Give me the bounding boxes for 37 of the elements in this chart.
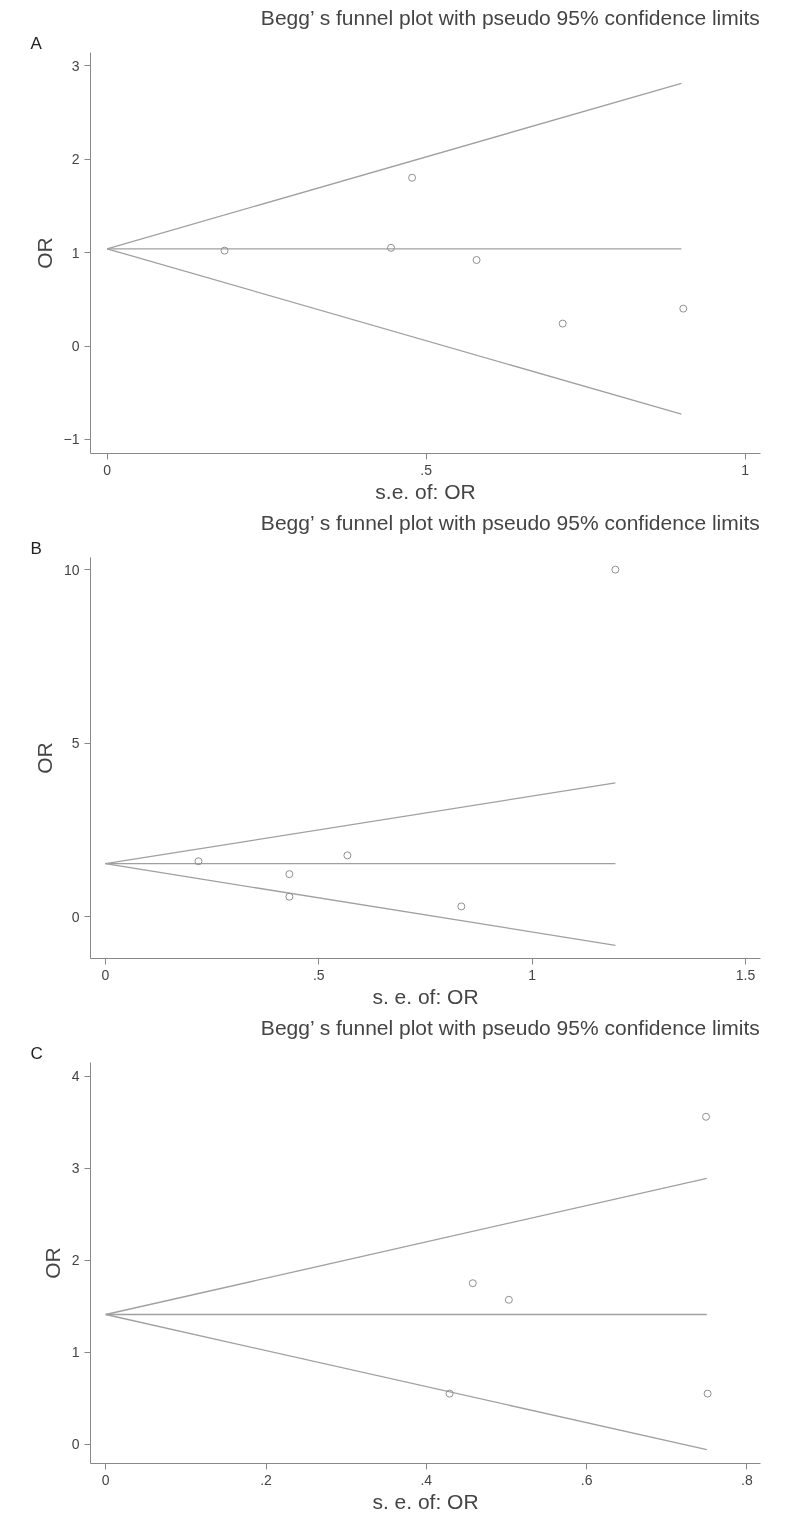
y-tick-label: 1 [71,1344,80,1361]
y-axis-title: OR [32,237,56,269]
y-tick-label: 0 [71,338,80,355]
y-tick-label: 5 [71,735,80,752]
x-tick-label: .6 [580,1471,593,1488]
x-tick-label: .4 [420,1471,433,1488]
x-tick-label: .5 [312,966,325,983]
y-axis-title: OR [32,742,56,774]
y-tick-label: 3 [71,57,80,74]
x-tick-label: 0 [103,461,112,478]
y-tick-label: 10 [63,561,80,578]
text: B [30,538,42,558]
x-tick-label: 1 [528,966,537,983]
y-tick-label: 3 [71,1160,80,1177]
x-tick-label: 1 [741,461,750,478]
x-tick-label: 1.5 [735,966,756,983]
chart-title: Begg’ s funnel plot with pseudo 95% confidence limits [260,5,760,29]
y-tick-label: 2 [71,1252,80,1269]
chart-title: Begg’ s funnel plot with pseudo 95% confidence limits [260,510,760,534]
x-tick-label: .5 [420,461,433,478]
y-tick-label: 0 [71,908,80,925]
y-axis-title: OR [40,1247,64,1279]
y-tick-label: 0 [71,1436,80,1453]
x-axis-title: s. e. of: OR [372,1489,479,1513]
y-tick-label: −1 [63,431,80,448]
x-tick-label: 0 [101,966,110,983]
x-tick-label: .8 [741,1471,753,1488]
x-tick-label: 0 [101,1471,110,1488]
y-tick-label: 2 [71,151,80,168]
y-tick-label: 1 [71,244,80,261]
x-axis-title: s.e. of: OR [375,479,476,503]
y-tick-label: 4 [71,1068,80,1085]
text: C [30,1043,43,1063]
x-tick-label: .2 [260,1471,273,1488]
x-axis-title: s. e. of: OR [372,984,479,1008]
text: A [30,33,43,53]
chart-title: Begg’ s funnel plot with pseudo 95% confidence limits [260,1015,760,1039]
